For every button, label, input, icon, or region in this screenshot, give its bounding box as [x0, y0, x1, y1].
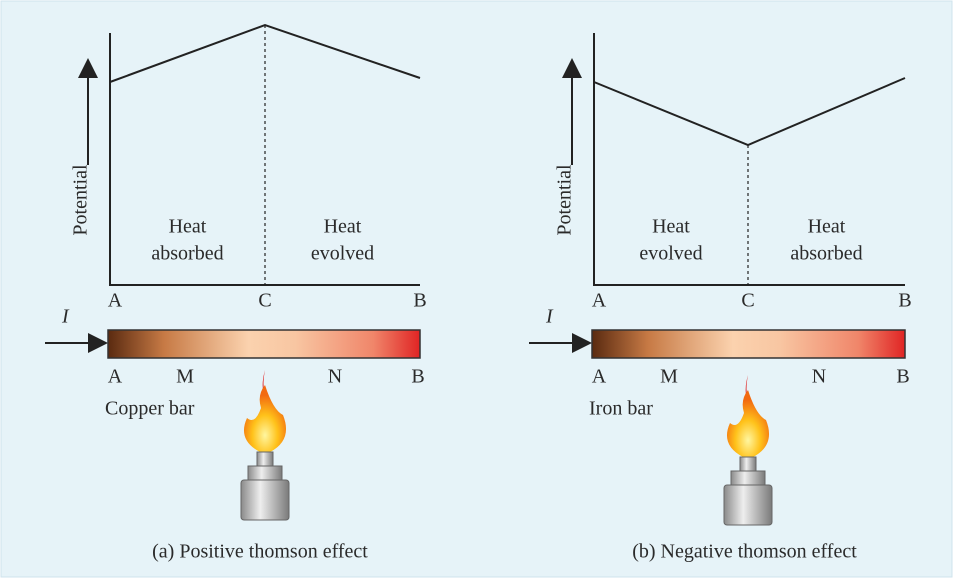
- burner-base: [723, 484, 773, 526]
- region-label: Heat: [324, 216, 362, 238]
- bar-point: B: [896, 366, 909, 388]
- region-label: evolved: [311, 243, 374, 265]
- axes: [593, 33, 905, 286]
- current-label: I: [545, 306, 554, 328]
- burner-cap: [730, 470, 766, 486]
- region-label: evolved: [639, 243, 702, 265]
- y-axis-label: Potential: [554, 164, 576, 236]
- caption: (a) Positive thomson effect: [152, 541, 368, 563]
- bar-label: Copper bar: [105, 398, 195, 420]
- bar-point: B: [411, 366, 424, 388]
- y-axis-label: Potential: [70, 164, 92, 236]
- burner-cap: [247, 465, 283, 481]
- flame: [243, 385, 287, 452]
- bar-point: A: [108, 366, 123, 388]
- bar: [591, 329, 906, 359]
- region-label: Heat: [652, 216, 690, 238]
- flame: [726, 390, 770, 457]
- region-label: Heat: [808, 216, 846, 238]
- axes: [109, 33, 420, 286]
- region-label: Heat: [169, 216, 207, 238]
- axis-point: B: [413, 290, 426, 312]
- axis-point: B: [898, 290, 911, 312]
- axis-point: C: [258, 290, 271, 312]
- region-label: absorbed: [151, 243, 223, 265]
- region-label: absorbed: [790, 243, 862, 265]
- bar-label: Iron bar: [589, 398, 653, 420]
- axis-point: C: [741, 290, 754, 312]
- axis-point: A: [592, 290, 607, 312]
- burner-base: [240, 479, 290, 521]
- bar-point: M: [176, 366, 194, 388]
- axis-point: A: [108, 290, 123, 312]
- caption: (b) Negative thomson effect: [632, 541, 857, 563]
- current-label: I: [61, 306, 70, 328]
- bar-point: M: [660, 366, 678, 388]
- bar-point: A: [592, 366, 607, 388]
- bar: [107, 329, 421, 359]
- bar-point: N: [812, 366, 826, 388]
- bar-point: N: [328, 366, 342, 388]
